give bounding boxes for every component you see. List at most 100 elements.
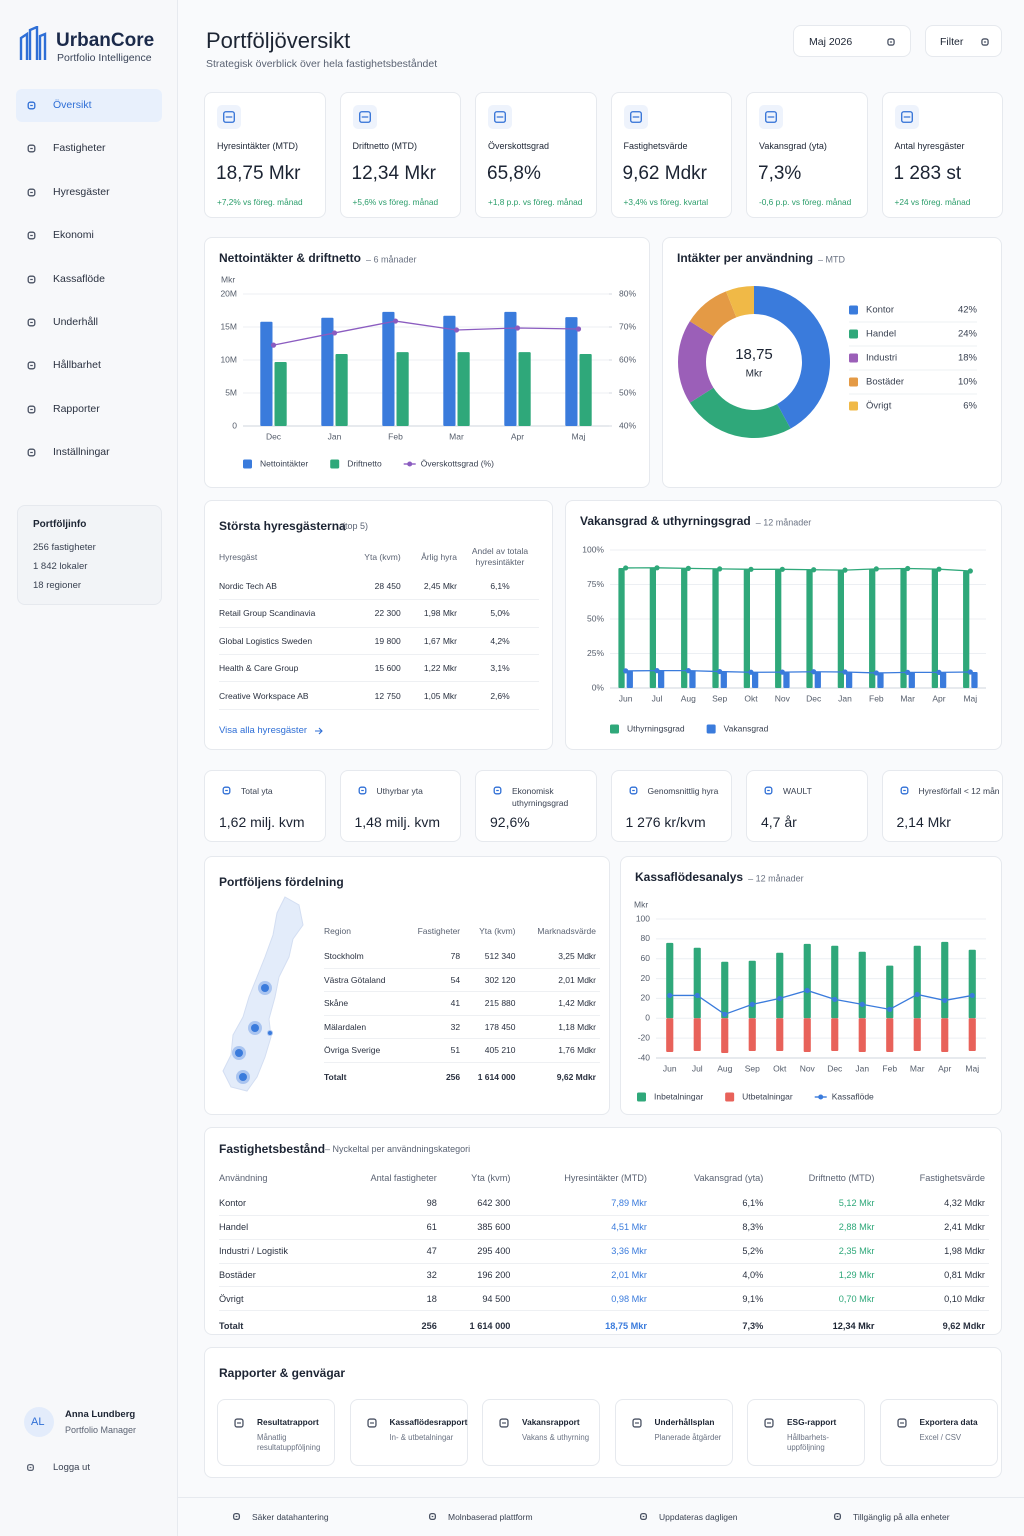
icon-shape <box>232 1512 241 1521</box>
nav-item[interactable]: Underhåll <box>16 306 162 339</box>
view-all-link[interactable]: Visa alla hyresgäster <box>219 725 308 736</box>
legend-marker <box>849 353 858 363</box>
x-tick-label: Feb <box>388 431 403 441</box>
legend-marker <box>243 459 252 469</box>
x-tick-label: Feb <box>869 693 884 703</box>
data-point <box>804 987 810 994</box>
metric-card: Total yta 1,62 milj. kvm <box>204 770 326 842</box>
legend-label: Inbetalningar <box>654 1091 703 1101</box>
y-tick-label: 0 <box>645 1013 650 1023</box>
nav-item[interactable]: Fastigheter <box>16 132 162 165</box>
shortcut[interactable]: Resultatrapport Månatlig resultatuppföljn… <box>217 1399 335 1466</box>
shortcut[interactable]: Exportera data Excel / CSV <box>879 1399 998 1466</box>
icon <box>27 361 36 370</box>
icon-shape <box>900 786 908 795</box>
legend-label: Bostäder <box>866 377 904 388</box>
nav-item[interactable]: Hyresgäster <box>16 176 162 209</box>
icon <box>764 1418 774 1428</box>
table-row: Stockholm 78 512 340 3,25 Mdkr <box>324 944 600 969</box>
icon-shape <box>27 231 36 240</box>
legend-marker <box>407 461 413 467</box>
table-cell: 3,25 Mdkr <box>519 944 600 969</box>
legend-label: Driftnetto <box>347 458 382 468</box>
avatar: AL <box>24 1407 54 1437</box>
table-cell: Nordic Tech AB <box>219 572 348 601</box>
table-cell: Totalt <box>324 1072 347 1082</box>
kpi-value: 1 283 st <box>893 163 962 184</box>
table-cell: 8,3% <box>650 1215 768 1240</box>
filter-button[interactable]: Filter <box>925 25 1002 57</box>
data-point <box>905 565 911 572</box>
table-cell: Skåne <box>324 991 404 1016</box>
icon <box>26 1463 35 1472</box>
nav-item[interactable]: Ekonomi <box>16 219 162 252</box>
data-point <box>842 567 848 573</box>
value-label: 18% <box>958 353 978 364</box>
period-label: Maj 2026 <box>809 36 853 48</box>
logout[interactable]: Logga ut <box>20 1458 130 1478</box>
nav-item[interactable]: Inställningar <box>16 436 162 469</box>
period-select[interactable]: Maj 2026 <box>793 25 911 57</box>
metric-card: Genomsnittlig hyra 1 276 kr/kvm <box>610 770 732 842</box>
table-cell: 256 <box>445 1072 461 1082</box>
nav-item[interactable]: Kassaflöde <box>16 263 162 296</box>
icon <box>27 144 36 153</box>
table-row: Övriga Sverige 51 405 210 1,76 Mdkr <box>324 1038 600 1063</box>
table-cell: 5,2% <box>650 1239 768 1264</box>
table-cell: 4,51 Mkr <box>514 1215 651 1240</box>
nav-label: Kassaflöde <box>53 272 105 285</box>
brand-name: UrbanCore <box>56 30 155 51</box>
bar <box>940 672 947 688</box>
data-point <box>936 669 942 676</box>
kpi-value: 18,75 Mkr <box>216 163 301 184</box>
bar <box>396 352 409 426</box>
y-tick-label: 100% <box>582 544 604 554</box>
table-row: Skåne 41 215 880 1,42 Mdkr <box>324 991 600 1016</box>
table-cell: 28 450 <box>347 572 405 601</box>
bar <box>886 965 894 1019</box>
shortcut[interactable]: ESG-rapport Hållbarhets- uppföljning <box>747 1399 865 1466</box>
metric-value: 92,6% <box>490 814 530 830</box>
icon <box>759 105 783 129</box>
column-header: Antal fastigheter <box>370 1172 437 1183</box>
icon <box>896 1418 907 1428</box>
nav-item[interactable]: Hållbarhet <box>16 349 162 382</box>
shortcut[interactable]: Underhållsplan Planerade åtgärder <box>614 1399 733 1466</box>
series-line <box>625 567 971 572</box>
data-point <box>811 567 817 573</box>
y2-tick-label: 70% <box>619 321 636 331</box>
table-cell: 15 600 <box>347 654 405 683</box>
table-cell: Övrigt <box>219 1286 329 1312</box>
table-cell: Västra Götaland <box>324 968 404 992</box>
table-cell: 5,12 Mkr <box>767 1191 879 1217</box>
table-cell: Mälardalen <box>324 1015 404 1039</box>
holdings-card: Fastighetsbestånd – Nyckeltal per användn… <box>204 1127 1002 1335</box>
nav-item[interactable]: Rapporter <box>16 393 162 426</box>
nav-label: Rapporter <box>53 402 100 415</box>
legend-label: Uthyrningsgrad <box>627 723 685 733</box>
shortcut[interactable]: Vakansrapport Vakans & uthyrning <box>482 1399 600 1466</box>
icon <box>493 786 502 795</box>
table-cell: 9,62 Mdkr <box>556 1072 596 1082</box>
table-row: Mälardalen 32 178 450 1,18 Mdkr <box>324 1015 600 1039</box>
bar <box>693 947 701 1019</box>
table-cell: 215 880 <box>464 991 520 1016</box>
chart-title: Nettointäkter & driftnetto <box>219 251 361 265</box>
icon <box>499 1418 509 1428</box>
column-header: Årlig hyra <box>421 551 457 562</box>
sweden-map <box>222 896 304 1092</box>
kpi-change: +24 vs föreg. månad <box>894 197 971 207</box>
table-row: Creative Workspace AB 12 750 1,05 Mkr 2,6% <box>219 681 539 710</box>
icon <box>217 105 241 129</box>
shortcut-title: ESG-rapport <box>787 1417 837 1427</box>
table-cell: 4,32 Mdkr <box>878 1191 989 1217</box>
bar <box>776 1018 784 1052</box>
column-header: Marknadsvärde <box>537 925 596 936</box>
shortcut[interactable]: Kassaflödesrapport In- & utbetalningar <box>349 1399 468 1466</box>
pie-slice <box>754 286 830 429</box>
data-point <box>623 668 629 674</box>
x-tick-label: Apr <box>938 1063 951 1073</box>
nav-item[interactable]: Översikt <box>16 89 162 122</box>
table-header-row: Region Fastigheter Yta (kvm) Marknadsvärde <box>324 917 600 945</box>
